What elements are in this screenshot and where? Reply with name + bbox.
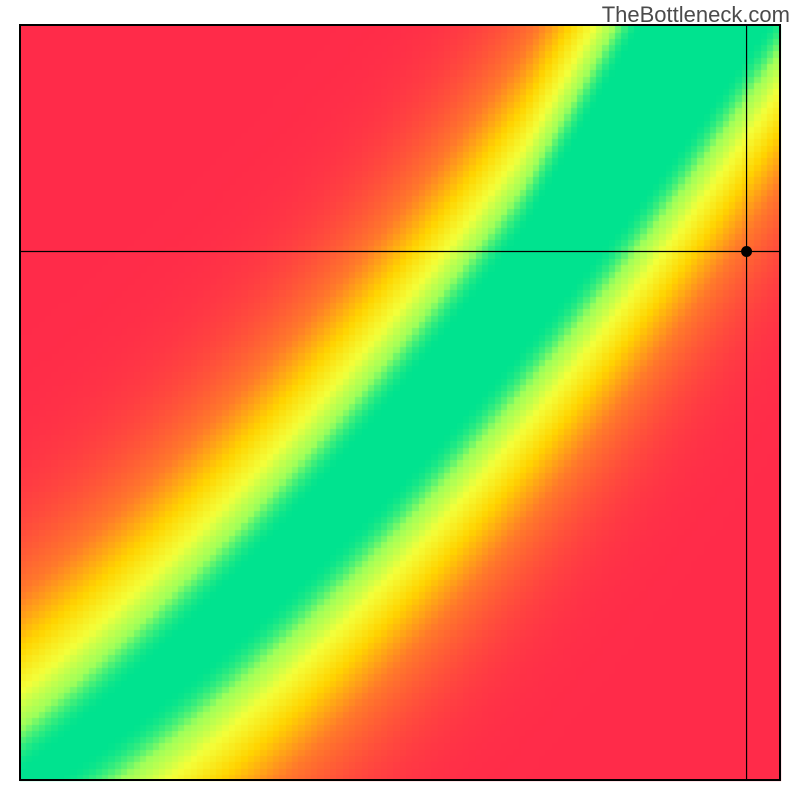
- bottleneck-heatmap: [0, 0, 800, 800]
- chart-container: TheBottleneck.com: [0, 0, 800, 800]
